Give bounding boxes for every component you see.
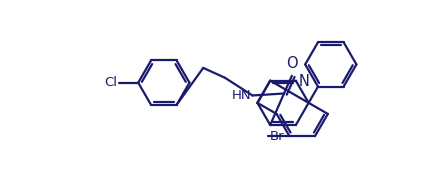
Text: Cl: Cl <box>104 76 118 89</box>
Text: O: O <box>286 56 298 71</box>
Text: HN: HN <box>232 89 252 102</box>
Text: N: N <box>299 74 310 89</box>
Text: Br: Br <box>270 130 284 143</box>
